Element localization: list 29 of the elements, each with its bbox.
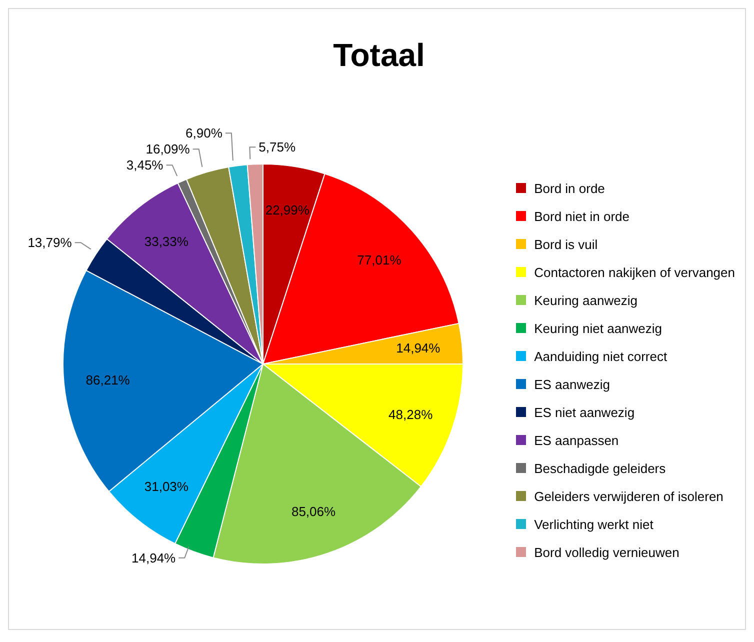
- data-label: 14,94%: [132, 550, 176, 566]
- legend-label: Keuring aanwezig: [534, 292, 638, 308]
- legend-label: Bord in orde: [534, 180, 605, 196]
- data-label: 5,75%: [258, 140, 296, 155]
- chart-title: Totaal: [332, 37, 426, 74]
- legend-label: Bord volledig vernieuwen: [534, 544, 680, 560]
- data-label: 16,09%: [146, 142, 190, 157]
- data-label: 31,03%: [144, 479, 189, 494]
- legend-label: Aanduiding niet correct: [534, 348, 668, 364]
- legend-label: Contactoren nakijken of vervangen: [534, 264, 735, 280]
- legend-label: Keuring niet aanwezig: [534, 320, 662, 336]
- legend-label: Geleiders verwijderen of isoleren: [534, 488, 724, 504]
- legend-label: Bord niet in orde: [534, 208, 630, 224]
- legend-label: ES aanwezig: [534, 376, 610, 392]
- data-label: 14,94%: [396, 340, 441, 356]
- data-label: 33,33%: [144, 234, 189, 249]
- legend-label: ES aanpassen: [534, 432, 619, 448]
- data-label: 86,21%: [86, 372, 130, 388]
- data-label: 85,06%: [291, 504, 336, 520]
- data-label: 13,79%: [28, 235, 72, 250]
- data-label: 48,28%: [388, 407, 434, 422]
- legend-label: Bord is vuil: [534, 236, 598, 252]
- data-label: 22,99%: [265, 202, 310, 218]
- data-label: 3,45%: [126, 158, 164, 173]
- data-label: 6,90%: [186, 126, 223, 141]
- data-label: 77,01%: [357, 252, 402, 268]
- legend-label: Beschadigde geleiders: [534, 460, 666, 476]
- legend-label: Verlichting werkt niet: [534, 516, 654, 532]
- legend-label: ES niet aanwezig: [534, 404, 635, 420]
